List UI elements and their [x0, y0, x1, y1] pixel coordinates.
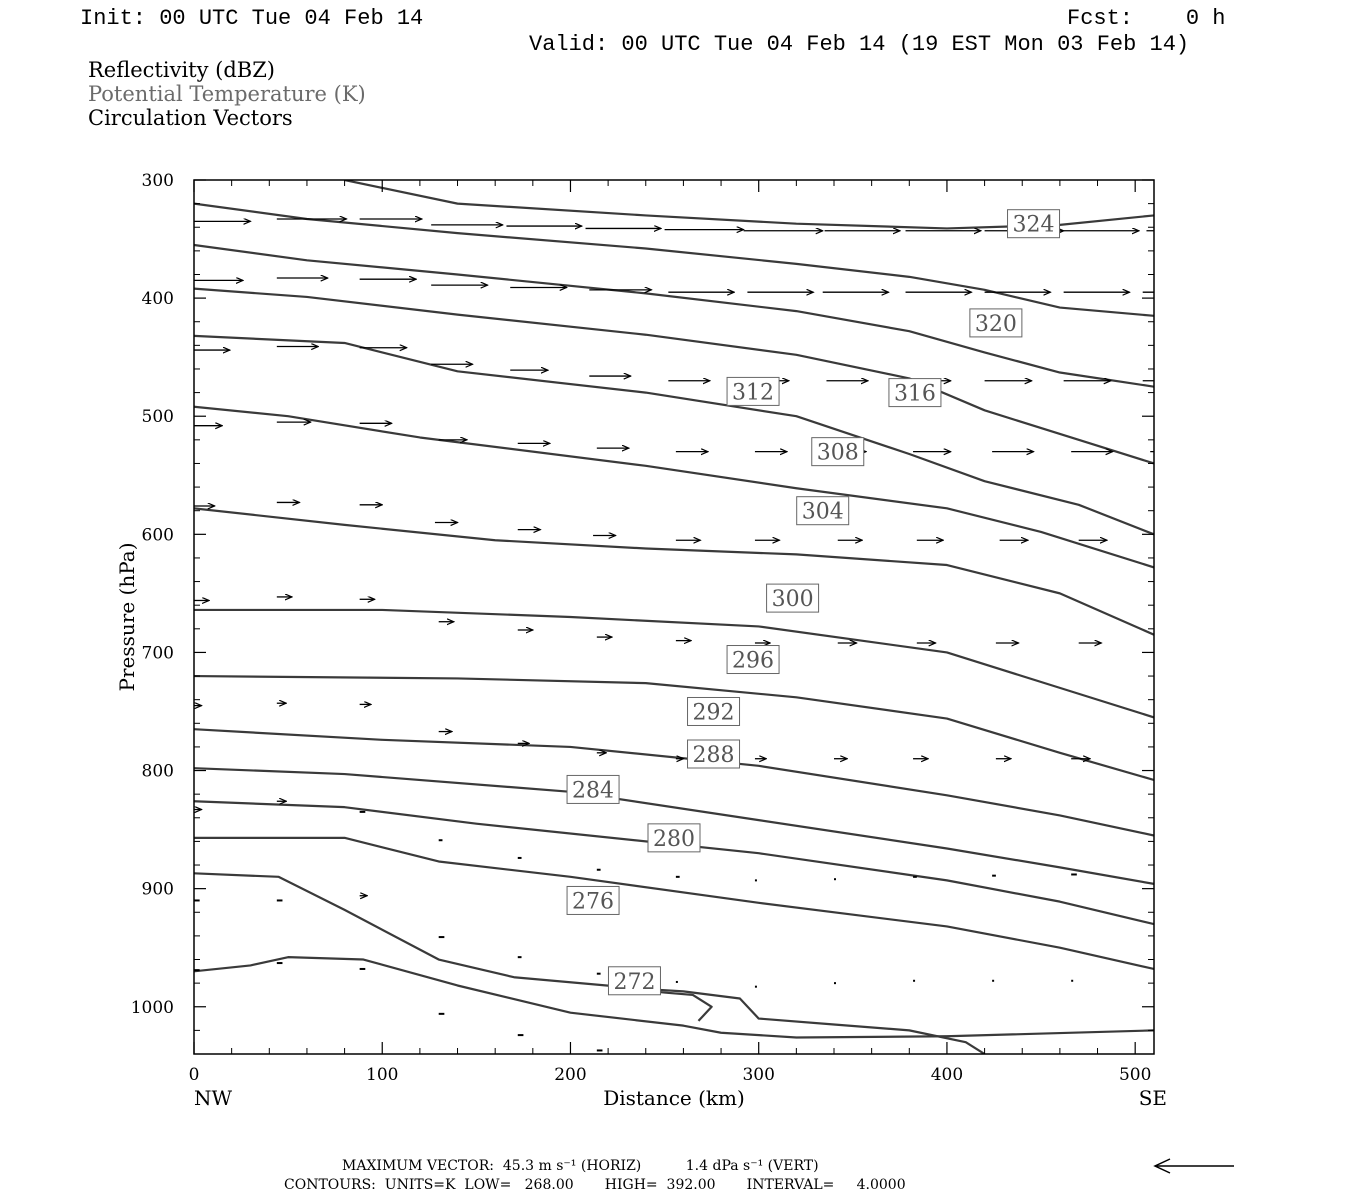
- contour-label-box: [1007, 209, 1061, 239]
- x-tick-label: 0: [189, 1065, 200, 1085]
- contour-label: 312: [732, 380, 774, 405]
- y-tick-label: 900: [142, 880, 174, 900]
- y-tick-label: 400: [142, 289, 174, 309]
- contour-label-box: [766, 583, 820, 613]
- y-tick-label: 700: [142, 643, 174, 663]
- theta-contour-line: [194, 507, 1154, 636]
- x-tick-label: 100: [366, 1065, 398, 1085]
- maximum-vector-note: MAXIMUM VECTOR: 45.3 m s⁻¹ (HORIZ) 1.4 d…: [342, 1158, 819, 1174]
- contour-label: 276: [572, 889, 614, 914]
- contour-label-box: [726, 376, 780, 406]
- plot-frame: [193, 179, 1155, 1055]
- reference-vector-arrowhead-icon: [1153, 1158, 1171, 1174]
- x-axis-right-end-label: SE: [1139, 1086, 1167, 1110]
- y-tick-label: 500: [142, 407, 174, 427]
- y-tick-label: 300: [142, 171, 174, 191]
- contour-label: 280: [653, 827, 695, 852]
- contour-label: 300: [772, 587, 814, 612]
- contour-label: 324: [1013, 213, 1055, 238]
- contours-note: CONTOURS: UNITS=K LOW= 268.00 HIGH= 392.…: [284, 1177, 906, 1193]
- theta-contour-line: [194, 767, 1154, 886]
- contour-label: 316: [894, 382, 936, 407]
- x-tick-label: 200: [554, 1065, 586, 1085]
- y-tick-label: 600: [142, 525, 174, 545]
- y-axis-label: Pressure (hPa): [115, 543, 139, 692]
- theta-contour-line: [194, 956, 1154, 1039]
- legend-circulation-vectors: Circulation Vectors: [88, 106, 293, 130]
- y-tick-label: 800: [142, 762, 174, 782]
- theta-contour-line: [194, 243, 1154, 388]
- contour-label-box: [687, 696, 741, 726]
- contour-label-box: [566, 885, 620, 915]
- contour-label-box: [811, 437, 865, 467]
- y-tick-label: 1000: [131, 998, 174, 1018]
- theta-contour-line: [194, 728, 1154, 837]
- theta-contour-line: [194, 287, 1154, 465]
- legend-potential-temperature: Potential Temperature (K): [88, 82, 366, 106]
- contour-label-box: [796, 496, 850, 526]
- x-tick-label: 300: [742, 1065, 774, 1085]
- theta-contour-line: [194, 800, 1154, 926]
- x-axis-left-end-label: NW: [194, 1086, 233, 1110]
- valid-time-label: Valid: 00 UTC Tue 04 Feb 14 (19 EST Mon …: [529, 32, 1190, 57]
- contour-label-box: [726, 645, 780, 675]
- x-tick-label: 400: [931, 1065, 963, 1085]
- contour-label: 308: [817, 441, 859, 466]
- contour-label: 320: [975, 312, 1017, 337]
- forecast-hour-label: Fcst: 0 h: [1067, 6, 1226, 31]
- theta-contour-line: [194, 872, 986, 1054]
- contour-label-box: [888, 378, 942, 408]
- contour-label: 284: [572, 778, 614, 803]
- x-axis-label: Distance (km): [603, 1086, 745, 1110]
- init-time-label: Init: 00 UTC Tue 04 Feb 14: [80, 6, 424, 31]
- contour-label-box: [566, 774, 620, 804]
- contour-label: 296: [732, 649, 774, 674]
- contour-label-box: [647, 823, 701, 853]
- contour-label: 288: [693, 743, 735, 768]
- theta-contour-line: [194, 608, 1154, 719]
- theta-contour-line: [194, 836, 1154, 971]
- theta-contour-line: [194, 202, 1154, 317]
- x-tick-label: 500: [1119, 1065, 1151, 1085]
- contour-label: 292: [693, 700, 735, 725]
- theta-contour-line: [194, 674, 1154, 782]
- contour-label-box: [969, 308, 1023, 338]
- theta-contour-line: [194, 334, 1154, 536]
- contour-label: 272: [613, 970, 655, 995]
- contour-label-box: [687, 739, 741, 769]
- legend-reflectivity: Reflectivity (dBZ): [88, 58, 276, 82]
- contour-label-box: [607, 966, 661, 996]
- contour-label: 304: [802, 500, 844, 525]
